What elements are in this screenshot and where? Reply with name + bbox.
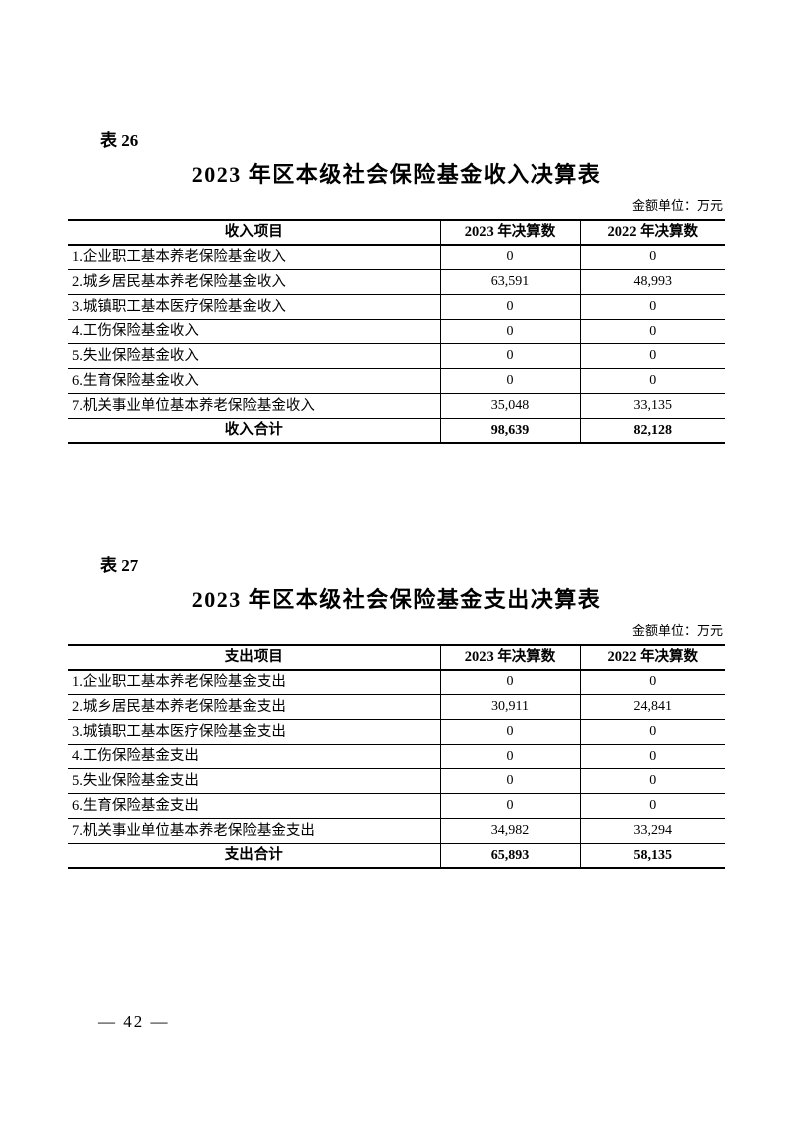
row-item-label: 4.工伤保险基金收入: [68, 319, 440, 345]
income-table: 收入项目 2023 年决算数 2022 年决算数 1.企业职工基本养老保险基金收…: [68, 219, 725, 445]
unit-note: 金额单位：万元: [631, 623, 723, 638]
column-header-2022: 2022 年决算数: [579, 220, 725, 246]
row-value-2022: 48,993: [579, 269, 725, 295]
row-value-2022: 0: [579, 768, 725, 795]
expenditure-table-section: 表 27 2023 年区本级社会保险基金支出决算表 金额单位：万元 支出项目 2…: [68, 556, 725, 870]
row-value-2023: 0: [439, 343, 580, 370]
table-row: 7.机关事业单位基本养老保险基金支出 34,982 33,294: [68, 818, 725, 844]
column-header-2023: 2023 年决算数: [439, 220, 580, 246]
column-header-2023: 2023 年决算数: [439, 645, 580, 671]
page-number: — 42 —: [98, 1012, 170, 1031]
column-header-item: 支出项目: [68, 645, 440, 671]
row-value-2023: 35,048: [439, 393, 580, 419]
row-item-label: 3.城镇职工基本医疗保险基金支出: [68, 719, 440, 745]
row-value-2022: 0: [579, 719, 725, 745]
row-value-2022: 0: [579, 319, 725, 345]
column-header-2022: 2022 年决算数: [579, 645, 725, 671]
row-item-label: 6.生育保险基金支出: [68, 793, 440, 820]
income-table-section: 表 26 2023 年区本级社会保险基金收入决算表 金额单位：万元 收入项目 2…: [68, 131, 725, 445]
row-value-2023: 0: [439, 319, 580, 345]
row-item-label: 4.工伤保险基金支出: [68, 744, 440, 770]
row-value-2023: 0: [439, 768, 580, 795]
row-value-2023: 63,591: [439, 269, 580, 295]
table-row: 5.失业保险基金收入 0 0: [68, 343, 725, 370]
table-title: 2023 年区本级社会保险基金支出决算表: [191, 587, 602, 612]
table-row: 3.城镇职工基本医疗保险基金收入 0 0: [68, 294, 725, 320]
row-item-label: 7.机关事业单位基本养老保险基金支出: [68, 818, 440, 844]
table-row: 3.城镇职工基本医疗保险基金支出 0 0: [68, 719, 725, 745]
row-item-label: 7.机关事业单位基本养老保险基金收入: [68, 393, 440, 419]
table-row: 6.生育保险基金收入 0 0: [68, 368, 725, 395]
row-value-2022: 0: [579, 368, 725, 395]
row-value-2022: 0: [579, 669, 725, 696]
header-row: 收入项目 2023 年决算数 2022 年决算数: [68, 220, 725, 246]
row-value-2022: 0: [579, 294, 725, 320]
row-item-label: 1.企业职工基本养老保险基金收入: [68, 244, 440, 271]
row-value-2023: 0: [439, 368, 580, 395]
row-value-2022: 33,294: [579, 818, 725, 844]
total-label: 支出合计: [224, 847, 283, 864]
row-value-2023: 0: [439, 669, 580, 696]
row-value-2023: 0: [439, 744, 580, 770]
row-value-2022: 24,841: [579, 694, 725, 720]
table-row: 6.生育保险基金支出 0 0: [68, 793, 725, 820]
total-value-2023: 98,639: [439, 418, 580, 444]
row-item-label: 1.企业职工基本养老保险基金支出: [68, 669, 440, 696]
row-item-label: 2.城乡居民基本养老保险基金支出: [68, 694, 440, 720]
column-header-item: 收入项目: [68, 220, 440, 246]
total-row: 支出合计 65,893 58,135: [68, 843, 725, 869]
table-label: 表 26: [100, 131, 139, 150]
row-value-2022: 33,135: [579, 393, 725, 419]
row-value-2023: 30,911: [439, 694, 580, 720]
table-row: 1.企业职工基本养老保险基金支出 0 0: [68, 669, 725, 696]
row-value-2022: 0: [579, 744, 725, 770]
row-item-label: 6.生育保险基金收入: [68, 368, 440, 395]
row-value-2023: 0: [439, 719, 580, 745]
row-value-2022: 0: [579, 343, 725, 370]
row-item-label: 2.城乡居民基本养老保险基金收入: [68, 269, 440, 295]
table-row: 4.工伤保险基金支出 0 0: [68, 744, 725, 770]
row-value-2023: 0: [439, 294, 580, 320]
table-row: 7.机关事业单位基本养老保险基金收入 35,048 33,135: [68, 393, 725, 419]
table-row: 5.失业保险基金支出 0 0: [68, 768, 725, 795]
table-title: 2023 年区本级社会保险基金收入决算表: [191, 162, 602, 187]
table-row: 1.企业职工基本养老保险基金收入 0 0: [68, 244, 725, 271]
header-row: 支出项目 2023 年决算数 2022 年决算数: [68, 645, 725, 671]
unit-note: 金额单位：万元: [631, 198, 723, 213]
row-value-2023: 34,982: [439, 818, 580, 844]
total-value-2022: 58,135: [579, 843, 725, 869]
table-row: 2.城乡居民基本养老保险基金收入 63,591 48,993: [68, 269, 725, 295]
row-value-2022: 0: [579, 244, 725, 271]
row-value-2022: 0: [579, 793, 725, 820]
total-value-2022: 82,128: [579, 418, 725, 444]
total-row: 收入合计 98,639 82,128: [68, 418, 725, 444]
total-label: 收入合计: [224, 422, 283, 439]
table-row: 2.城乡居民基本养老保险基金支出 30,911 24,841: [68, 694, 725, 720]
row-item-label: 3.城镇职工基本医疗保险基金收入: [68, 294, 440, 320]
expenditure-table: 支出项目 2023 年决算数 2022 年决算数 1.企业职工基本养老保险基金支…: [68, 644, 725, 870]
row-value-2023: 0: [439, 793, 580, 820]
row-value-2023: 0: [439, 244, 580, 271]
row-item-label: 5.失业保险基金支出: [68, 768, 440, 795]
table-label: 表 27: [100, 556, 139, 575]
table-row: 4.工伤保险基金收入 0 0: [68, 319, 725, 345]
row-item-label: 5.失业保险基金收入: [68, 343, 440, 370]
total-value-2023: 65,893: [439, 843, 580, 869]
